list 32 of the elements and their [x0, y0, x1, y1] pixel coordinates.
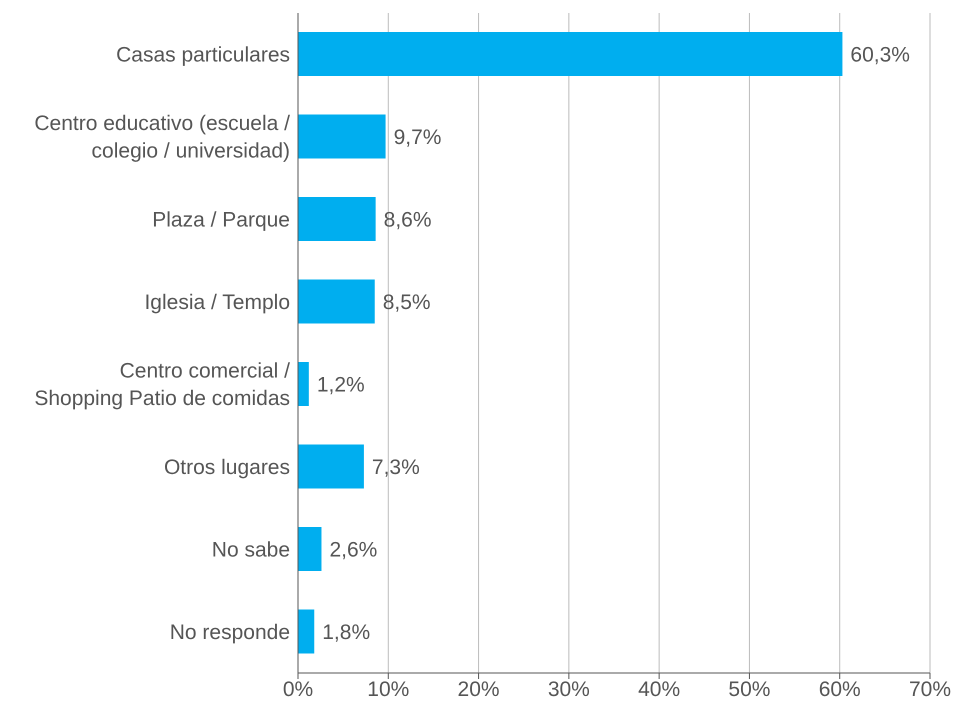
data-label: 2,6%: [329, 538, 378, 562]
data-label: 8,5%: [382, 290, 431, 314]
data-label: 1,8%: [322, 620, 370, 644]
y-tick-label: Centro educativo (escuela / colegio / universidad): [34, 112, 290, 162]
bar: [298, 197, 376, 241]
x-tick-label: 20%: [458, 678, 500, 701]
data-label: 1,2%: [316, 373, 365, 396]
data-label: 7,3%: [372, 456, 420, 479]
x-tick-label: 10%: [367, 678, 410, 701]
data-label: 9,7%: [394, 126, 442, 149]
bar: [298, 114, 386, 158]
x-tick-label: 30%: [548, 678, 590, 701]
x-tick-label: 40%: [638, 678, 680, 701]
y-tick-label: No sabe: [212, 538, 290, 561]
bar: [298, 280, 375, 324]
x-tick-label: 50%: [728, 678, 770, 701]
data-label: 8,6%: [384, 208, 432, 232]
x-tick-label: 70%: [908, 678, 952, 701]
bar: [298, 444, 364, 488]
x-tick-label: 60%: [818, 678, 861, 701]
y-tick-label: No responde: [170, 620, 290, 644]
bar: [298, 32, 842, 76]
data-label: 60,3%: [850, 43, 910, 66]
bar: [298, 362, 309, 406]
y-tick-label: Plaza / Parque: [152, 208, 290, 231]
y-tick-label: Iglesia / Templo: [144, 290, 290, 314]
bar: [298, 527, 322, 571]
y-tick-label: Otros lugares: [164, 455, 290, 478]
x-tick-label: 0%: [282, 678, 314, 701]
y-tick-label: Casas particulares: [116, 42, 290, 66]
y-tick-label: Centro comercial / Shopping Patio de comidas: [34, 359, 290, 410]
bar: [298, 610, 314, 654]
